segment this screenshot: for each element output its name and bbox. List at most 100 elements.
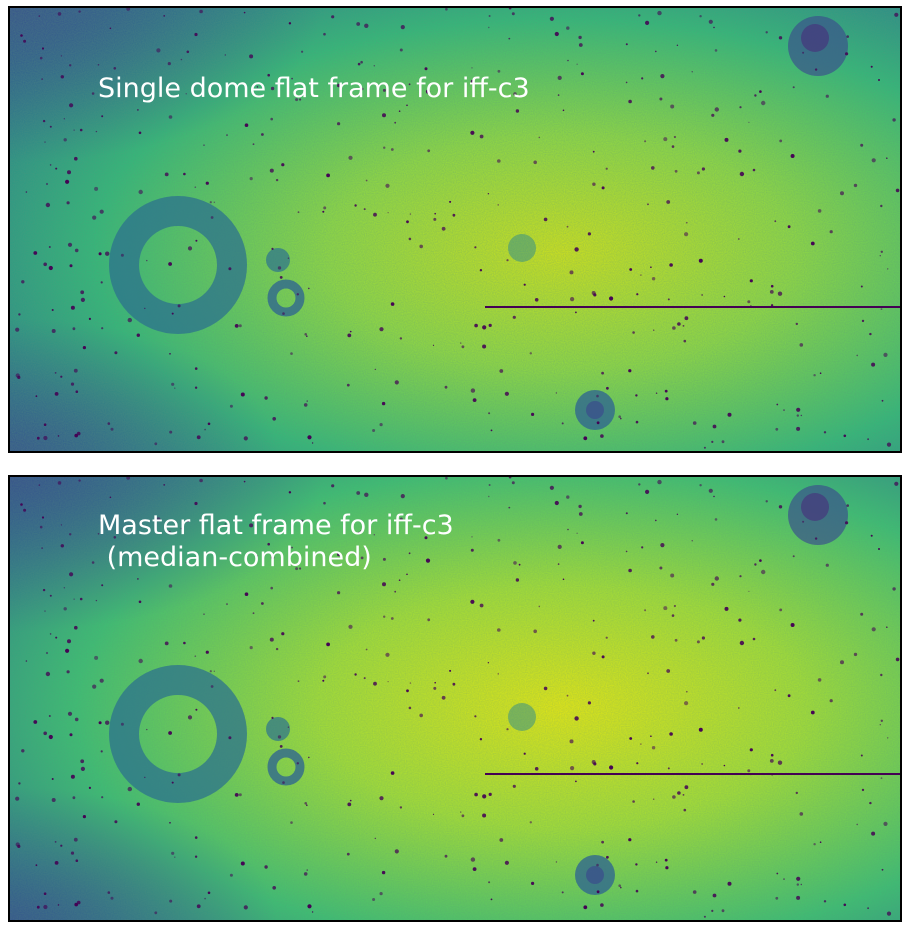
dust-speck bbox=[792, 86, 795, 89]
dust-speck bbox=[187, 246, 193, 251]
dust-speck bbox=[628, 568, 632, 573]
dust-speck bbox=[295, 98, 299, 102]
dust-speck bbox=[275, 178, 279, 182]
dust-speck bbox=[270, 586, 274, 590]
dust-speck bbox=[374, 368, 376, 371]
dust-speck bbox=[470, 79, 474, 83]
dust-speck bbox=[664, 858, 668, 862]
dust-speck bbox=[322, 679, 325, 682]
dust-speck bbox=[655, 861, 658, 863]
dust-speck bbox=[663, 137, 668, 142]
dust-speck bbox=[297, 680, 300, 683]
dust-speck bbox=[713, 495, 715, 498]
dust-speck bbox=[337, 552, 341, 557]
dust-speck bbox=[168, 584, 173, 588]
dust-speck bbox=[374, 837, 376, 840]
dust-speck bbox=[529, 821, 532, 824]
dust-speck bbox=[640, 274, 642, 276]
dust-speck bbox=[210, 216, 214, 219]
dust-speck bbox=[655, 392, 658, 394]
dust-speck bbox=[778, 505, 783, 509]
dust-speck bbox=[881, 868, 884, 871]
dust-speck bbox=[234, 324, 239, 328]
dust-speck bbox=[533, 629, 537, 634]
dust-speck bbox=[20, 503, 23, 506]
dust-speck bbox=[591, 291, 596, 295]
dust-speck bbox=[406, 220, 409, 224]
dust-speck bbox=[470, 599, 475, 604]
dust-speck bbox=[261, 602, 264, 605]
dust-speck bbox=[601, 186, 605, 190]
dust-speck bbox=[126, 477, 131, 480]
dust-speck bbox=[41, 47, 45, 50]
dust-speck bbox=[363, 677, 366, 680]
dust-speck bbox=[21, 749, 25, 753]
dust-speck bbox=[748, 121, 750, 123]
dust-speck bbox=[714, 518, 718, 521]
dust-speck bbox=[394, 380, 399, 385]
dust-speck bbox=[243, 11, 246, 14]
dust-speck bbox=[291, 77, 293, 80]
dust-speck bbox=[408, 83, 411, 86]
dust-speck bbox=[69, 264, 73, 268]
dust-speck bbox=[49, 164, 52, 166]
dust-speck bbox=[48, 734, 53, 740]
dust-speck bbox=[156, 48, 161, 53]
dust-speck bbox=[796, 426, 801, 431]
dust-speck bbox=[67, 639, 71, 644]
dust-speck bbox=[138, 658, 143, 664]
dust-speck bbox=[488, 323, 492, 327]
dust-speck bbox=[684, 232, 689, 237]
dust-speck bbox=[154, 911, 158, 915]
dust-speck bbox=[234, 793, 239, 797]
dust-speck bbox=[748, 590, 750, 592]
dust-speck bbox=[574, 716, 579, 721]
dust-speck bbox=[591, 760, 596, 764]
dust-speck bbox=[167, 62, 171, 66]
dust-speck bbox=[240, 861, 245, 866]
dust-speck bbox=[727, 412, 732, 417]
dust-speck bbox=[490, 429, 493, 432]
dust-speck bbox=[36, 905, 40, 909]
dust-speck bbox=[777, 760, 783, 765]
dust-speck bbox=[497, 673, 499, 675]
master-flat-panel: Master flat frame for iff-c3 (median-com… bbox=[8, 475, 902, 922]
dust-speck bbox=[207, 422, 211, 426]
dust-speck bbox=[461, 345, 465, 349]
dust-speck bbox=[474, 792, 478, 797]
dust-speck bbox=[878, 79, 880, 81]
dust-speck bbox=[57, 481, 62, 485]
dust-speck bbox=[578, 512, 583, 516]
dust-speck bbox=[330, 553, 333, 556]
dust-speck bbox=[676, 44, 679, 46]
dust-speck bbox=[870, 534, 873, 537]
dust-speck bbox=[306, 804, 308, 806]
dust-speck bbox=[65, 648, 70, 653]
dust-speck bbox=[817, 209, 822, 213]
dust-speck bbox=[596, 863, 599, 867]
dust-speck bbox=[66, 201, 70, 205]
dust-speck bbox=[739, 106, 742, 109]
dust-speck bbox=[790, 154, 795, 158]
dust-speck bbox=[655, 50, 657, 53]
dust-speck bbox=[638, 14, 641, 17]
dust-speck bbox=[512, 315, 516, 319]
dust-speck bbox=[499, 838, 504, 842]
dust-speck bbox=[636, 293, 639, 296]
dust-speck bbox=[365, 179, 368, 182]
dust-speck bbox=[82, 346, 86, 350]
dust-speck bbox=[382, 557, 386, 561]
dust-speck bbox=[845, 52, 849, 56]
dust-speck bbox=[69, 733, 73, 737]
dust-speck bbox=[523, 283, 526, 286]
dust-speck bbox=[204, 897, 206, 900]
dust-speck bbox=[592, 150, 595, 153]
dust-speck bbox=[860, 143, 864, 147]
dust-speck bbox=[561, 422, 564, 425]
dust-speck bbox=[270, 86, 275, 91]
dust-speck bbox=[307, 435, 312, 440]
dust-speck bbox=[323, 501, 326, 505]
dust-speck bbox=[187, 715, 193, 720]
dust-speck bbox=[635, 863, 638, 866]
dust-speck bbox=[555, 861, 558, 863]
